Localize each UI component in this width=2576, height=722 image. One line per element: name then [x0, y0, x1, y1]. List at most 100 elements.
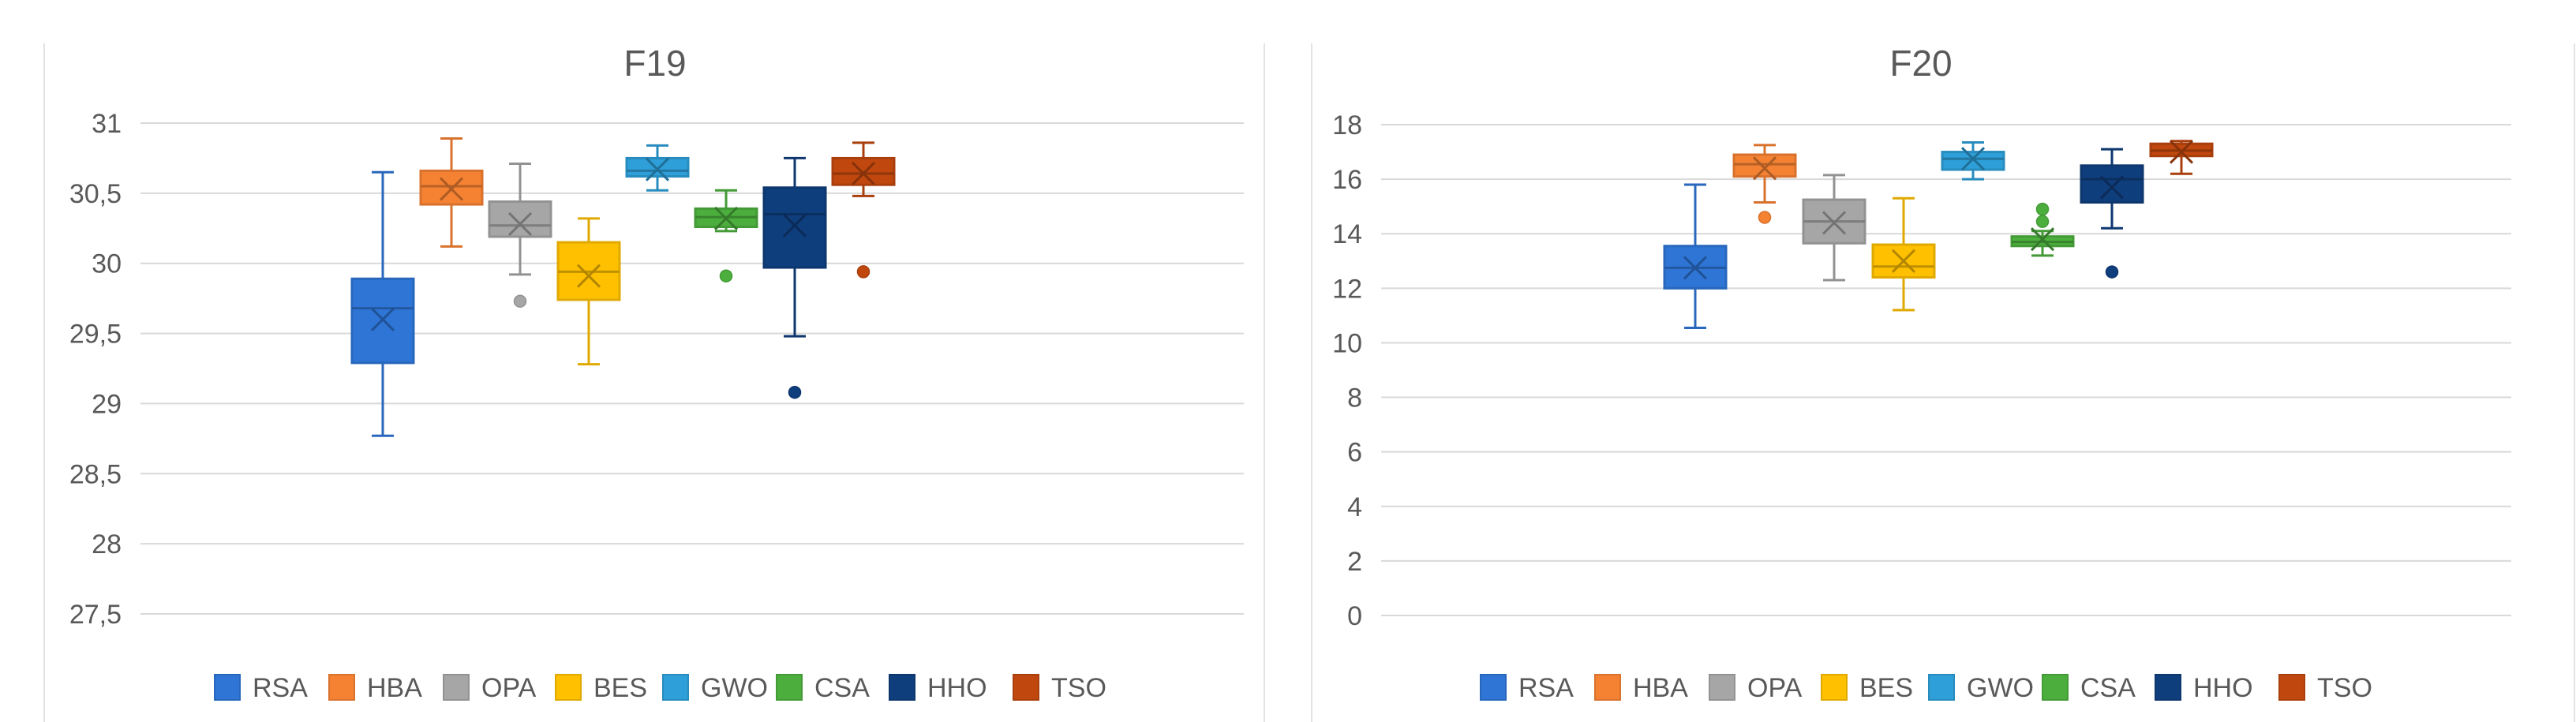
legend-label: HHO	[2193, 673, 2253, 703]
y-tick-label: 18	[1332, 110, 1362, 140]
y-tick-label: 16	[1332, 165, 1362, 195]
legend-item-tso: TSO	[1013, 673, 1106, 703]
legend-swatch	[2042, 674, 2069, 701]
legend-swatch	[1928, 674, 1955, 701]
box-iqr	[762, 186, 827, 269]
y-tick-label: 0	[1347, 601, 1362, 631]
mean-marker	[1752, 156, 1777, 181]
mean-marker	[370, 307, 395, 331]
y-tick-label: 29	[92, 389, 122, 419]
legend-swatch	[2278, 674, 2305, 701]
legend-item-hba: HBA	[1594, 673, 1688, 703]
y-tick-label: 6	[1347, 438, 1362, 468]
box-opa	[488, 163, 552, 308]
legend-label: GWO	[701, 673, 768, 703]
legend-item-opa: OPA	[443, 673, 537, 703]
mean-marker	[1960, 147, 1986, 171]
legend-label: RSA	[253, 673, 308, 703]
y-tick-label: 29,5	[69, 320, 122, 350]
outlier-point	[2105, 265, 2119, 279]
legend-label: HBA	[1633, 673, 1688, 703]
legend-item-tso: TSO	[2278, 673, 2372, 703]
box-iqr	[488, 200, 552, 238]
box-gwo	[625, 144, 690, 192]
legend-item-hho: HHO	[889, 673, 987, 703]
legend-label: BES	[1859, 673, 1913, 703]
mean-marker	[1683, 256, 1708, 280]
legend-label: OPA	[481, 673, 537, 703]
y-tick-label: 30,5	[69, 179, 122, 209]
legend-swatch	[1480, 674, 1507, 701]
outlier-point	[513, 294, 527, 308]
legend-item-gwo: GWO	[1928, 673, 2034, 703]
box-opa	[1802, 174, 1866, 282]
legend-label: CSA	[814, 673, 870, 703]
legend-item-hho: HHO	[2155, 673, 2253, 703]
y-tick-label: 27,5	[69, 600, 122, 630]
legend-swatch	[889, 674, 915, 701]
box-tso	[831, 141, 896, 279]
y-tick-label: 31	[92, 109, 122, 139]
legend-swatch	[2155, 674, 2181, 701]
mean-marker	[1822, 211, 1847, 235]
legend-label: HHO	[927, 673, 987, 703]
outlier-point	[2035, 202, 2050, 216]
legend-swatch	[662, 674, 689, 701]
legend-swatch	[443, 674, 470, 701]
chart-f19: F19 27,5 28 28,5 29 29,5 30 30,5 31 RSA HBA OPA BES G…	[43, 43, 1265, 722]
mean-marker	[713, 206, 739, 230]
mean-marker	[782, 213, 807, 238]
legend-item-hba: HBA	[328, 673, 422, 703]
legend-label: TSO	[1051, 673, 1106, 703]
legend-item-rsa: RSA	[214, 673, 308, 703]
box-tso	[2149, 140, 2214, 175]
box-iqr	[2080, 164, 2144, 204]
mean-marker	[2030, 227, 2055, 252]
legend-swatch	[1594, 674, 1621, 701]
y-tick-label: 28	[92, 529, 122, 559]
box-bes	[556, 217, 621, 366]
mean-marker	[2169, 140, 2194, 164]
legend-swatch	[555, 674, 582, 701]
legend-swatch	[776, 674, 803, 701]
chart-f20: F20 0 2 4 6 8 10 12 14 16 18 RSA HBA OPA BES GWO CSA HHO T…	[1311, 43, 2575, 722]
legend-label: OPA	[1747, 673, 1803, 703]
legend-swatch	[214, 674, 241, 701]
y-tick-label: 14	[1332, 219, 1362, 249]
legend-label: CSA	[2080, 673, 2136, 703]
mean-marker	[576, 264, 601, 288]
y-tick-label: 12	[1332, 274, 1362, 304]
box-rsa	[1663, 183, 1728, 329]
mean-marker	[439, 177, 464, 201]
box-hba	[419, 137, 484, 248]
legend-item-opa: OPA	[1709, 673, 1803, 703]
mean-marker	[507, 211, 533, 237]
box-hba	[1732, 144, 1797, 224]
y-tick-label: 10	[1332, 328, 1362, 358]
legend-item-bes: BES	[555, 673, 647, 703]
box-gwo	[1941, 140, 2005, 181]
box-iqr	[1732, 153, 1797, 178]
legend-label: BES	[593, 673, 647, 703]
y-tick-label: 4	[1347, 492, 1362, 522]
y-tick-label: 28,5	[69, 459, 122, 489]
mean-marker	[645, 157, 670, 181]
box-csa	[2010, 202, 2075, 257]
box-bes	[1871, 196, 1936, 312]
outlier-point	[1758, 211, 1772, 224]
y-tick-label: 30	[92, 249, 122, 279]
mean-marker	[1891, 249, 1916, 273]
legend-swatch	[1821, 674, 1848, 701]
box-iqr	[831, 156, 896, 186]
legend-item-rsa: RSA	[1480, 673, 1574, 703]
legend-label: GWO	[1967, 673, 2034, 703]
legend-label: RSA	[1518, 673, 1574, 703]
box-rsa	[350, 170, 415, 437]
legend-label: HBA	[367, 673, 422, 703]
outlier-point	[2035, 215, 2050, 228]
box-hho	[2080, 148, 2144, 279]
box-iqr	[1941, 151, 2005, 171]
mean-marker	[851, 161, 876, 186]
legend-item-csa: CSA	[776, 673, 870, 703]
